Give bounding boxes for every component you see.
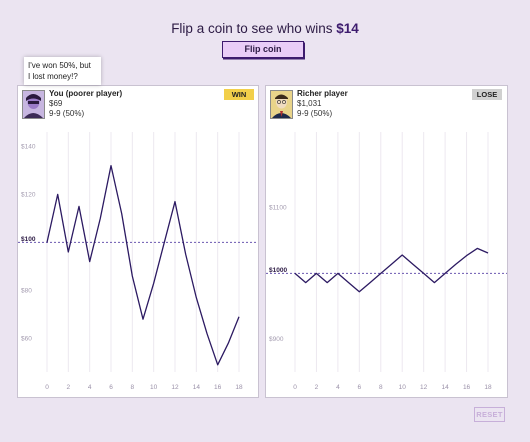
- x-tick-label: 2: [315, 384, 319, 391]
- player-header: Richer player $1,031 9-9 (50%) LOSE: [266, 86, 507, 124]
- richer-player-record: 9-9 (50%): [297, 109, 333, 118]
- x-tick-label: 10: [399, 384, 407, 391]
- y-tick-label: $80: [21, 287, 32, 294]
- poorer-player-chart: 0 2 4 6 8 10 12 14 16 18 $60 $80 $120 $140 $100: [18, 132, 258, 391]
- x-tick-label: 6: [109, 384, 113, 391]
- poorer-player-record: 9-9 (50%): [49, 109, 85, 118]
- baseline-label: $1000: [269, 267, 287, 274]
- x-tick-label: 8: [131, 384, 135, 391]
- baseline-label: $100: [21, 236, 36, 243]
- x-tick-label: 12: [171, 384, 179, 391]
- reset-button[interactable]: RESET: [474, 407, 505, 422]
- player-header: You (poorer player) $69 9-9 (50%) WIN: [18, 86, 258, 124]
- poorer-player-panel: You (poorer player) $69 9-9 (50%) WIN 0 2…: [17, 85, 259, 398]
- x-tick-label: 10: [150, 384, 158, 391]
- x-tick-label: 8: [379, 384, 383, 391]
- richer-player-avatar: [270, 90, 293, 119]
- x-tick-label: 14: [193, 384, 201, 391]
- money-line: [294, 247, 489, 293]
- y-tick-label: $900: [269, 336, 284, 343]
- x-tick-label: 14: [441, 384, 449, 391]
- x-tick-label: 2: [67, 384, 71, 391]
- x-tick-label: 0: [293, 384, 297, 391]
- money-line: [46, 164, 240, 366]
- headline-amount: $14: [336, 21, 359, 36]
- y-tick-label: $120: [21, 191, 36, 198]
- poorer-player-name: You (poorer player): [49, 89, 123, 98]
- richer-player-chart: 0 2 4 6 8 10 12 14 16 18 $900 $1100 $1000: [266, 132, 507, 391]
- x-tick-label: 16: [214, 384, 222, 391]
- y-tick-label: $60: [21, 335, 32, 342]
- richer-player-panel: Richer player $1,031 9-9 (50%) LOSE 0 2 4 6…: [265, 85, 508, 398]
- speech-bubble-line-1: I've won 50%, but: [28, 61, 91, 70]
- y-tick-label: $1100: [269, 205, 287, 212]
- x-tick-label: 0: [45, 384, 49, 391]
- headline: Flip a coin to see who wins $14: [0, 21, 530, 36]
- speech-bubble-line-2: I lost money!?: [28, 72, 78, 81]
- x-tick-label: 4: [88, 384, 92, 391]
- x-tick-label: 18: [484, 384, 492, 391]
- x-tick-label: 18: [235, 384, 243, 391]
- richer-player-name: Richer player: [297, 89, 348, 98]
- poorer-player-money: $69: [49, 99, 63, 108]
- x-tick-label: 4: [336, 384, 340, 391]
- headline-text: Flip a coin to see who wins: [171, 21, 337, 36]
- x-tick-label: 12: [420, 384, 428, 391]
- poorer-player-avatar: [22, 90, 45, 119]
- flip-coin-button[interactable]: Flip coin: [222, 41, 304, 58]
- x-tick-label: 16: [463, 384, 471, 391]
- x-tick-label: 6: [358, 384, 362, 391]
- lose-badge: LOSE: [472, 89, 502, 100]
- richer-player-money: $1,031: [297, 99, 322, 108]
- y-tick-label: $140: [21, 143, 36, 150]
- win-badge: WIN: [224, 89, 254, 100]
- speech-bubble: I've won 50%, but I lost money!?: [24, 57, 101, 85]
